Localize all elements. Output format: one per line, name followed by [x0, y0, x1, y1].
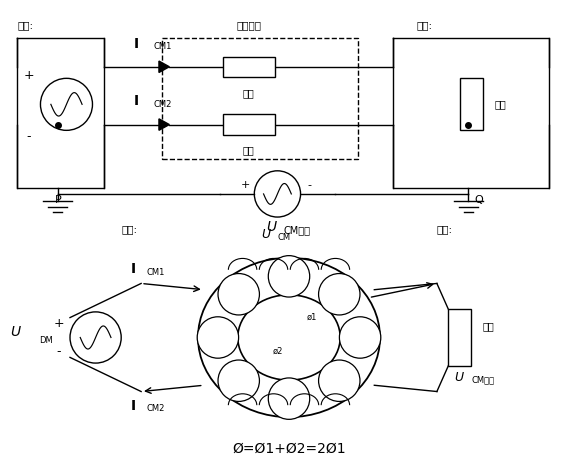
- Text: $U$: $U$: [454, 371, 465, 384]
- Bar: [162, 38, 358, 159]
- Text: 电源:: 电源:: [17, 20, 34, 30]
- Text: ø1: ø1: [306, 313, 317, 322]
- Text: 共模滤波: 共模滤波: [236, 20, 261, 30]
- Text: CM负载: CM负载: [471, 376, 494, 384]
- Text: -: -: [27, 129, 31, 143]
- Text: $U$: $U$: [10, 325, 22, 339]
- Text: 设备:: 设备:: [416, 20, 432, 30]
- Text: $\mathbf{I}$: $\mathbf{I}$: [129, 262, 136, 276]
- Text: $\mathbf{I}$: $\mathbf{I}$: [133, 36, 139, 51]
- Text: CM线圈: CM线圈: [283, 226, 310, 236]
- Text: 阻抗: 阻抗: [243, 146, 254, 155]
- Text: $\mathbf{I}$: $\mathbf{I}$: [129, 399, 136, 413]
- Text: 电源:: 电源:: [122, 224, 138, 235]
- Text: CM2: CM2: [153, 100, 172, 109]
- Bar: [449, 309, 471, 366]
- Circle shape: [268, 378, 310, 419]
- Text: CM1: CM1: [147, 268, 165, 276]
- Text: CM1: CM1: [153, 42, 172, 51]
- Text: $\mathbf{I}$: $\mathbf{I}$: [133, 94, 139, 109]
- Text: -: -: [307, 180, 311, 190]
- Text: CM: CM: [277, 233, 291, 242]
- Circle shape: [218, 273, 260, 315]
- Text: DM: DM: [39, 336, 53, 345]
- Text: -: -: [57, 345, 61, 358]
- Text: +: +: [53, 317, 64, 330]
- Text: $U$: $U$: [266, 219, 277, 234]
- Text: Ø=Ø1+Ø2=2Ø1: Ø=Ø1+Ø2=2Ø1: [232, 441, 346, 456]
- Circle shape: [268, 255, 310, 297]
- Text: ø2: ø2: [272, 347, 283, 356]
- Circle shape: [318, 273, 360, 315]
- Text: 负载: 负载: [483, 321, 494, 331]
- Text: 设备:: 设备:: [437, 224, 453, 235]
- Circle shape: [197, 317, 239, 358]
- Ellipse shape: [238, 295, 340, 380]
- Text: $U$: $U$: [261, 228, 272, 241]
- Text: Q: Q: [474, 195, 483, 205]
- Bar: [223, 114, 275, 135]
- Text: +: +: [24, 69, 34, 82]
- Text: 阻抗: 阻抗: [243, 88, 254, 98]
- Text: 阻抗: 阻抗: [494, 100, 506, 109]
- Circle shape: [218, 360, 260, 401]
- Polygon shape: [159, 61, 169, 73]
- Polygon shape: [159, 119, 169, 130]
- Text: +: +: [241, 180, 250, 190]
- Bar: [223, 57, 275, 77]
- Circle shape: [339, 317, 381, 358]
- Text: P: P: [54, 195, 61, 205]
- Text: CM2: CM2: [147, 404, 165, 413]
- Bar: [460, 78, 483, 130]
- Circle shape: [318, 360, 360, 401]
